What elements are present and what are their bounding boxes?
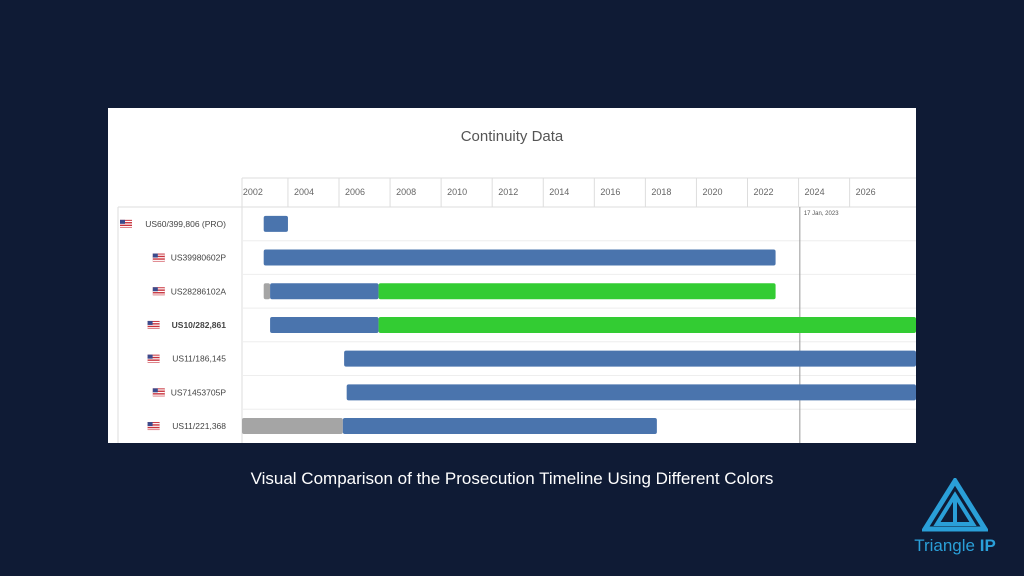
x-tick-label: 2018 (651, 187, 671, 197)
us-flag-stripe (152, 293, 165, 295)
us-flag-stripe (147, 428, 160, 430)
x-tick-label: 2016 (600, 187, 620, 197)
chart-title: Continuity Data (460, 128, 564, 145)
logo-wordmark: Triangle IP (900, 536, 1010, 556)
us-flag-canton (120, 219, 125, 224)
us-flag-stripe (147, 355, 160, 357)
x-tick-label: 2004 (294, 187, 314, 197)
x-tick-label: 2006 (345, 187, 365, 197)
timeline-bar-blue (346, 384, 916, 401)
us-flag-stripe (152, 257, 165, 259)
x-tick-label: 2008 (396, 187, 416, 197)
row-label: US60/399,806 (PRO) (145, 219, 226, 229)
timeline-bar-gray (242, 418, 343, 435)
logo-name: Triangle (914, 536, 975, 555)
timeline-bar-blue (263, 215, 288, 232)
us-flag-stripe (147, 327, 160, 329)
logo-suffix: IP (979, 536, 996, 555)
us-flag-stripe (147, 423, 160, 425)
us-flag-stripe (147, 324, 160, 326)
us-flag-canton (152, 287, 158, 292)
timeline-bar-blue (344, 350, 916, 367)
us-flag-stripe (120, 226, 132, 228)
chart-panel: Continuity Data 2002 2004 2006 2008 2010 2012… (108, 108, 916, 443)
row-label: US10/282,861 (172, 320, 227, 330)
us-flag-stripe (152, 290, 165, 293)
triangle-ip-logo: Triangle IP (900, 478, 1010, 562)
us-flag-canton (147, 320, 153, 325)
slide-caption: Visual Comparison of the Prosecution Tim… (250, 469, 774, 488)
row-label: US71453705P (171, 387, 227, 397)
us-flag-stripe (147, 358, 160, 360)
row-label: US11/221,368 (172, 421, 226, 431)
x-tick-label: 2012 (498, 187, 518, 197)
timeline-bar-blue (270, 316, 379, 333)
x-tick-label: 2010 (447, 187, 467, 197)
us-flag-stripe (152, 394, 165, 396)
us-flag-stripe (152, 391, 165, 394)
triangle-logo-icon (922, 478, 988, 532)
us-flag-stripe (120, 220, 132, 223)
us-flag-canton (147, 354, 153, 359)
us-flag-stripe (152, 288, 165, 290)
gantt-chart: 2002 2004 2006 2008 2010 2012 2014 2016 2018 2020… (117, 177, 916, 443)
timeline-bar-blue (263, 249, 776, 266)
us-flag-stripe (152, 254, 165, 256)
timeline-bar-green (378, 316, 916, 333)
us-flag-stripe (147, 360, 160, 363)
timeline-bar-green (378, 283, 776, 300)
x-tick-label: 2014 (549, 187, 569, 197)
us-flag-stripe (152, 259, 165, 261)
x-tick-label: 2022 (754, 187, 774, 197)
row-label: US39980602P (171, 253, 227, 263)
us-flag-stripe (147, 321, 160, 324)
row-label: US28286102A (171, 286, 227, 296)
today-marker-label: 17 Jan, 2023 (804, 211, 839, 217)
us-flag-canton (152, 388, 158, 393)
x-tick-label: 2002 (243, 187, 263, 197)
us-flag-canton (147, 422, 153, 427)
row-label: US11/186,145 (172, 354, 226, 364)
us-flag-stripe (152, 389, 165, 391)
x-tick-label: 2020 (702, 187, 722, 197)
x-tick-label: 2026 (856, 187, 876, 197)
timeline-bar-blue (270, 283, 379, 300)
timeline-bar-gray (263, 283, 271, 300)
us-flag-canton (152, 253, 158, 258)
timeline-bar-blue (342, 418, 657, 435)
us-flag-stripe (120, 223, 132, 225)
x-tick-label: 2024 (805, 187, 825, 197)
us-flag-stripe (147, 425, 160, 427)
